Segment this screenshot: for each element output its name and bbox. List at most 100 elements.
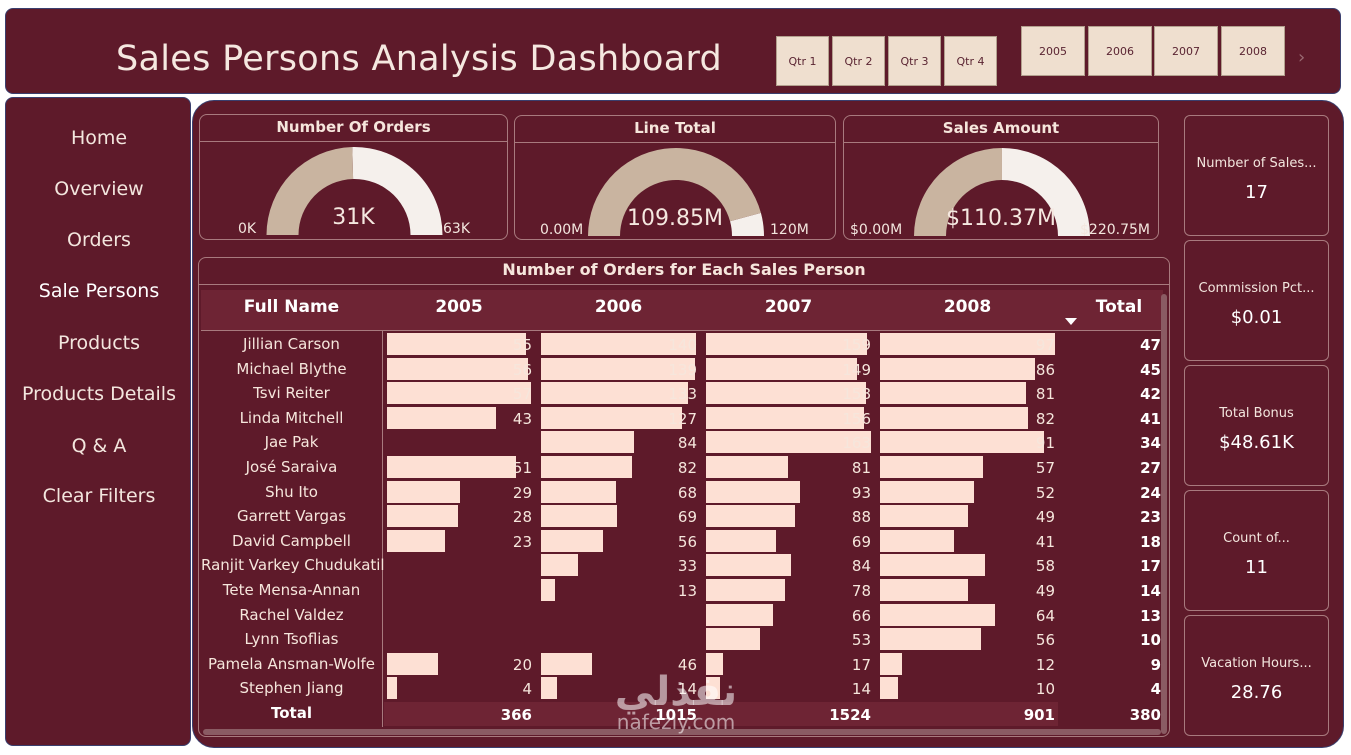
nav-products[interactable]: Products bbox=[57, 332, 141, 354]
data-bar bbox=[387, 382, 531, 405]
kpi-total-bonus[interactable]: Total Bonus $48.61K bbox=[1184, 365, 1329, 486]
total-2007: 1524 bbox=[829, 706, 871, 724]
chevron-right-icon[interactable]: › bbox=[1298, 47, 1306, 68]
data-bar bbox=[880, 480, 974, 503]
nav-q-and-a[interactable]: Q & A bbox=[71, 435, 127, 457]
quarter-button-4[interactable]: Qtr 4 bbox=[944, 36, 997, 86]
data-bar bbox=[706, 628, 760, 651]
cell-value: 43 bbox=[512, 409, 532, 428]
kpi-vacation-hours[interactable]: Vacation Hours... 28.76 bbox=[1184, 615, 1329, 736]
table-row[interactable]: Tete Mensa-Annan 13 78 49 14 bbox=[201, 578, 1163, 602]
nav-orders[interactable]: Orders bbox=[67, 229, 131, 251]
table-row[interactable]: Shu Ito 29 68 93 52 24 bbox=[201, 480, 1163, 504]
cell-value: 127 bbox=[668, 409, 697, 428]
row-name: José Saraiva bbox=[245, 458, 338, 476]
table-row[interactable]: Michael Blythe 56 139 149 86 45 bbox=[201, 357, 1163, 381]
col-header-2007[interactable]: 2007 bbox=[764, 297, 813, 317]
gauge-card-line-total[interactable]: Line Total 109.85M 0.00M 120M bbox=[514, 115, 836, 240]
year-button-2006[interactable]: 2006 bbox=[1088, 26, 1152, 76]
data-bar bbox=[706, 382, 866, 405]
horizontal-scrollbar[interactable] bbox=[203, 729, 1161, 735]
quarter-button-1[interactable]: Qtr 1 bbox=[776, 36, 829, 86]
gauge-card-orders[interactable]: Number Of Orders 31K 0K 63K bbox=[199, 114, 508, 240]
row-total: 9 bbox=[1150, 655, 1161, 674]
col-header-2005[interactable]: 2005 bbox=[435, 297, 483, 317]
data-bar bbox=[706, 677, 721, 700]
cell-value: 158 bbox=[842, 385, 871, 404]
table-row[interactable]: Stephen Jiang 4 14 14 10 4 bbox=[201, 676, 1163, 700]
watermark: نفذلي nafezly.com bbox=[596, 672, 756, 732]
data-bar bbox=[706, 652, 724, 675]
gauge-title: Number Of Orders bbox=[200, 115, 507, 142]
row-total: 27 bbox=[1140, 459, 1161, 477]
col-header-2006[interactable]: 2006 bbox=[594, 297, 643, 317]
quarter-button-2[interactable]: Qtr 2 bbox=[832, 36, 885, 86]
quarter-button-3[interactable]: Qtr 3 bbox=[888, 36, 941, 86]
col-header-total[interactable]: Total bbox=[1095, 297, 1143, 317]
table-row[interactable]: Tsvi Reiter 57 133 158 81 42 bbox=[201, 381, 1163, 405]
vertical-scrollbar[interactable] bbox=[1161, 294, 1167, 734]
year-button-2008[interactable]: 2008 bbox=[1221, 26, 1285, 76]
nav-overview[interactable]: Overview bbox=[54, 178, 144, 200]
data-bar bbox=[541, 357, 695, 380]
row-name: Tsvi Reiter bbox=[253, 384, 330, 403]
cell-value: 133 bbox=[668, 385, 697, 404]
kpi-value: 11 bbox=[1245, 557, 1268, 578]
row-name: David Campbell bbox=[232, 531, 351, 550]
year-button-2007[interactable]: 2007 bbox=[1154, 26, 1218, 76]
matrix-title: Number of Orders for Each Sales Person bbox=[199, 258, 1169, 285]
column-divider bbox=[382, 330, 383, 727]
data-bar bbox=[541, 505, 618, 528]
row-name: Linda Mitchell bbox=[239, 408, 344, 427]
cell-value: 12 bbox=[1035, 655, 1055, 674]
kpi-number-of-sales[interactable]: Number of Sales... 17 bbox=[1184, 115, 1329, 236]
kpi-label: Vacation Hours... bbox=[1201, 656, 1312, 671]
gauge-min: $0.00M bbox=[850, 222, 903, 238]
row-name: Michael Blythe bbox=[236, 359, 347, 378]
cell-value: 81 bbox=[851, 459, 871, 477]
table-row[interactable]: Rachel Valdez 66 64 13 bbox=[201, 603, 1163, 627]
gauge-title: Sales Amount bbox=[844, 116, 1158, 143]
total-2005: 366 bbox=[500, 706, 532, 724]
cell-value: 13 bbox=[677, 582, 697, 600]
kpi-label: Count of... bbox=[1223, 531, 1290, 546]
table-row[interactable]: Jae Pak 84 163 91 34 bbox=[201, 430, 1163, 454]
row-total: 10 bbox=[1140, 631, 1161, 650]
nav-clear-filters[interactable]: Clear Filters bbox=[42, 485, 156, 507]
kpi-commission-pct[interactable]: Commission Pct... $0.01 bbox=[1184, 240, 1329, 361]
table-row[interactable]: José Saraiva 51 82 81 57 27 bbox=[201, 455, 1163, 479]
table-row[interactable]: Linda Mitchell 43 127 156 82 41 bbox=[201, 406, 1163, 430]
table-row[interactable]: Garrett Vargas 28 69 88 49 23 bbox=[201, 504, 1163, 528]
table-row[interactable]: Ranjit Varkey Chudukatil 33 84 58 17 bbox=[201, 553, 1163, 577]
data-bar bbox=[880, 677, 899, 700]
table-row[interactable]: Lynn Tsoflias 53 56 10 bbox=[201, 627, 1163, 651]
cell-value: 140 bbox=[668, 336, 697, 354]
year-button-2005[interactable]: 2005 bbox=[1021, 26, 1085, 76]
nav-sale-persons[interactable]: Sale Persons bbox=[38, 280, 160, 302]
cell-value: 139 bbox=[668, 360, 697, 379]
cell-value: 159 bbox=[842, 336, 871, 354]
cell-value: 56 bbox=[1035, 631, 1055, 650]
table-row[interactable]: Jillian Carson 55 140 159 97 47 bbox=[201, 332, 1163, 356]
gauge-card-sales-amount[interactable]: Sales Amount $110.37M $0.00M $220.75M bbox=[843, 115, 1159, 240]
col-header-name[interactable]: Full Name bbox=[243, 297, 340, 317]
cell-value: 56 bbox=[677, 532, 697, 551]
row-name: Tete Mensa-Annan bbox=[222, 581, 361, 599]
data-bar bbox=[880, 603, 996, 626]
table-row[interactable]: Pamela Ansman-Wolfe 20 46 17 12 9 bbox=[201, 652, 1163, 676]
data-bar bbox=[880, 431, 1045, 454]
row-name: Jae Pak bbox=[264, 433, 319, 452]
nav-home[interactable]: Home bbox=[70, 127, 128, 149]
cell-value: 52 bbox=[1035, 483, 1055, 502]
nav-products-details[interactable]: Products Details bbox=[22, 383, 176, 405]
col-header-2008[interactable]: 2008 bbox=[943, 297, 992, 317]
row-total: 34 bbox=[1140, 434, 1161, 453]
sort-desc-icon[interactable] bbox=[1065, 318, 1077, 325]
orders-matrix[interactable]: Number of Orders for Each Sales Person F… bbox=[198, 257, 1170, 737]
row-total: 14 bbox=[1140, 582, 1161, 600]
cell-value: 97 bbox=[1035, 336, 1055, 354]
kpi-count-of[interactable]: Count of... 11 bbox=[1184, 490, 1329, 611]
data-bar bbox=[880, 456, 983, 478]
table-row[interactable]: David Campbell 23 56 69 41 18 bbox=[201, 529, 1163, 553]
data-bar bbox=[880, 357, 1036, 380]
